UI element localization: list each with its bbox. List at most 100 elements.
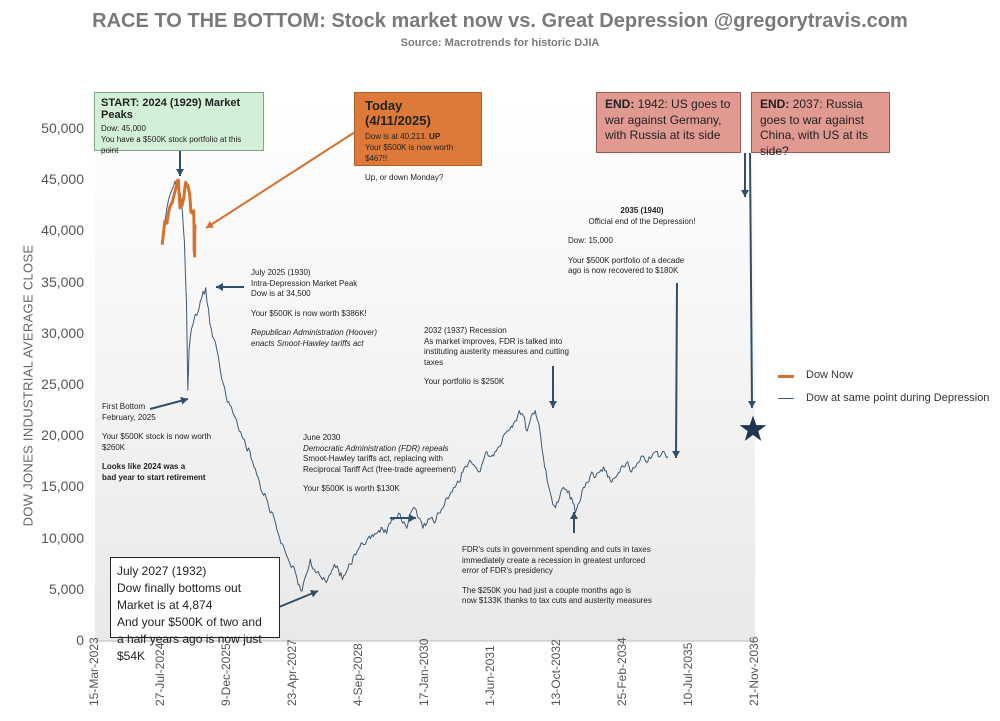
first-bottom-line5: Looks like 2024 was a	[102, 462, 186, 472]
annotation-start: START: 2024 (1929) Market Peaks Dow: 45,…	[94, 92, 264, 155]
arrow-head	[409, 514, 416, 522]
chart-title: RACE TO THE BOTTOM: Stock market now vs.…	[92, 10, 908, 32]
x-tick-label: 1-Jun-2031	[483, 645, 497, 706]
arrow-line	[278, 590, 319, 608]
fdr-cuts-line5: now $133K thanks to tax cuts and austeri…	[462, 596, 652, 606]
annotation-bottom-2027: July 2027 (1932) Dow finally bottoms out…	[110, 557, 280, 663]
arrow-head	[176, 169, 184, 176]
recession-line4: taxes	[424, 357, 444, 367]
y-tick-label: 0	[76, 632, 84, 648]
legend-label-dow-now: Dow Now	[806, 369, 854, 381]
first-bottom-line3: Your $500K stock is now worth	[102, 432, 212, 442]
annotation-recession-2032: 2032 (1937) Recession As market improves…	[424, 326, 569, 388]
july2025-line3: Dow is at 34,500	[251, 289, 311, 299]
y-tick-label: 20,000	[41, 427, 84, 444]
start-line2: You have a $500K stock portfolio at this…	[101, 134, 242, 155]
arrow-head	[216, 283, 223, 291]
arrow-head	[549, 401, 557, 408]
fdr-cuts-line4: The $250K you had just a couple months a…	[462, 585, 631, 595]
today-line1-prefix: Dow is at 40,213.	[365, 132, 430, 141]
july2025-line5: Republican Administration (Hoover)	[251, 328, 377, 338]
bottom2027-line4: And your $500K of two and	[117, 615, 262, 630]
x-tick-label: 4-Sep-2028	[351, 643, 365, 706]
end-depression-line4: Your $500K portfolio of a decade	[568, 255, 685, 265]
end-2037-bold: END:	[760, 97, 790, 111]
recession-line5: Your portfolio is $250K	[424, 377, 505, 387]
arrow-head	[180, 396, 188, 405]
annotation-fdr-cuts: FDR's cuts in government spending and cu…	[462, 545, 652, 607]
x-tick-label: 23-Apr-2027	[285, 639, 299, 706]
arrow-head	[310, 589, 318, 598]
x-tick-label: 15-Mar-2023	[87, 637, 101, 706]
recession-line2: As market improves, FDR is talked into	[424, 336, 563, 346]
today-line1: Dow is at 40,213. UP	[365, 132, 471, 143]
y-tick-label: 35,000	[41, 273, 84, 290]
bottom2027-line5: a half years ago is now just $54K	[117, 632, 262, 664]
first-bottom-line6: bad year to start retirement	[102, 472, 206, 482]
june2030-line4: Reciprocal Tariff Act (free-trade agreem…	[303, 464, 457, 474]
star-marker	[739, 415, 767, 441]
y-tick-label: 50,000	[41, 120, 84, 136]
july2025-line4: Your $500K is now worth $386K!	[251, 308, 367, 318]
y-tick-label: 45,000	[41, 171, 84, 188]
annotation-july-2025: July 2025 (1930) Intra-Depression Market…	[251, 268, 377, 349]
june2030-line3: Smoot-Hawley tariffs act, replacing with	[303, 454, 443, 464]
annotation-june-2030: June 2030 Democratic Administration (FDR…	[303, 433, 456, 495]
recession-line3: instituting austerity measures and cutti…	[424, 347, 569, 357]
legend-label-dow-depression: Dow at same point during Depression	[806, 392, 990, 404]
annotation-first-bottom: First Bottom February, 2025 Your $500K s…	[102, 402, 211, 483]
x-tick-label: 10-Jul-2035	[681, 642, 695, 706]
annotation-today: Today (4/11/2025) Dow is at 40,213. UP Y…	[354, 92, 482, 182]
y-tick-label: 25,000	[41, 376, 84, 392]
series-line	[161, 179, 669, 592]
y-tick-label: 30,000	[41, 324, 84, 341]
x-tick-label: 17-Jan-2030	[417, 638, 431, 706]
end-depression-line2: Official end of the Depression!	[588, 216, 696, 226]
legend-swatch-dow-depression	[778, 398, 794, 399]
y-tick-label: 10,000	[41, 529, 84, 546]
start-line1: Dow: 45,000	[101, 124, 146, 133]
bottom2027-line3: Market is at 4,874	[117, 598, 213, 613]
today-line2: Your $500K is now worth $467!!	[365, 142, 454, 163]
bottom2027-line2: Dow finally bottoms out	[117, 581, 242, 596]
legend-swatch-dow-now	[778, 375, 794, 378]
x-tick-label: 13-Oct-2032	[549, 639, 563, 706]
first-bottom-line1: First Bottom	[102, 402, 146, 411]
series-line	[160, 178, 197, 258]
arrow-head	[747, 400, 756, 408]
annotation-end-2037: END: 2037: Russia goes to war against Ch…	[751, 92, 890, 158]
annotation-arrows	[149, 131, 756, 608]
y-tick-label: 5,000	[48, 580, 84, 597]
end-depression-line3: Dow: 15,000	[568, 236, 613, 246]
june2030-line1: June 2030	[303, 433, 341, 442]
arrow-head	[741, 190, 749, 197]
today-title: Today (4/11/2025)	[365, 98, 431, 128]
end-2037-text: 2037: Russia goes to war against China, …	[760, 97, 869, 158]
arrow-head	[206, 220, 215, 228]
series-dow-now	[160, 178, 197, 258]
series-dow-depression	[161, 179, 669, 592]
arrow-line	[205, 131, 356, 229]
recession-line1: 2032 (1937) Recession	[424, 326, 507, 335]
july2025-line6: enacts Smoot-Hawley tariffs act	[251, 338, 364, 348]
fdr-cuts-line1: FDR's cuts in government spending and cu…	[462, 545, 651, 554]
arrow-line	[675, 282, 678, 459]
june2030-line2: Democratic Administration (FDR) repeals	[303, 443, 449, 453]
june2030-line5: Your $500K is worth $130K	[303, 484, 400, 494]
plot-background	[95, 100, 755, 641]
today-line3: Up, or down Monday?	[365, 173, 444, 183]
annotation-end-depression: 2035 (1940) Official end of the Depressi…	[568, 206, 716, 277]
july2025-line2: Intra-Depression Market Peak	[251, 278, 358, 288]
arrow-head	[672, 450, 681, 458]
end-depression-line1: 2035 (1940)	[620, 206, 664, 215]
y-tick-label: 40,000	[41, 222, 84, 239]
y-tick-label: 15,000	[41, 478, 84, 495]
start-title: START: 2024 (1929) Market Peaks	[101, 97, 241, 121]
annotation-end-1942: END: 1942: US goes to war against German…	[596, 92, 741, 153]
today-line1-up: UP	[429, 132, 441, 141]
fdr-cuts-line2: immediately create a recession in greate…	[462, 555, 646, 565]
arrow-line	[749, 152, 753, 409]
end-depression-line5: ago is now recovered to $180K	[568, 266, 679, 276]
arrow-head	[570, 512, 578, 519]
